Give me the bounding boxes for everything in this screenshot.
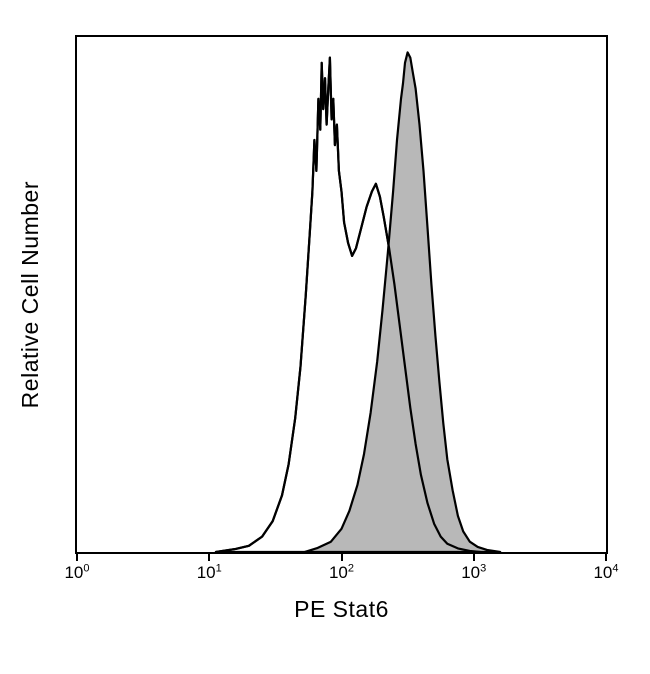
histogram-plot (214, 51, 502, 552)
x-tick-mark (76, 554, 78, 561)
open-histogram-outline (214, 56, 482, 552)
x-tick-label: 103 (461, 562, 487, 582)
x-tick-label: 100 (64, 562, 90, 582)
x-tick-mark (472, 554, 475, 561)
x-tick-label: 104 (593, 562, 619, 582)
x-tick-mark (340, 554, 343, 561)
y-axis-label: Relative Cell Number (16, 180, 43, 409)
plot-area (75, 35, 608, 554)
y-axis-label-wrap: Relative Cell Number (8, 35, 52, 554)
x-tick-mark (605, 554, 607, 561)
x-tick-mark (208, 554, 211, 561)
x-tick-label: 101 (196, 562, 222, 582)
filled-histogram-area (303, 51, 502, 552)
x-tick-label: 102 (328, 562, 355, 582)
x-axis-label: PE Stat6 (294, 596, 389, 622)
